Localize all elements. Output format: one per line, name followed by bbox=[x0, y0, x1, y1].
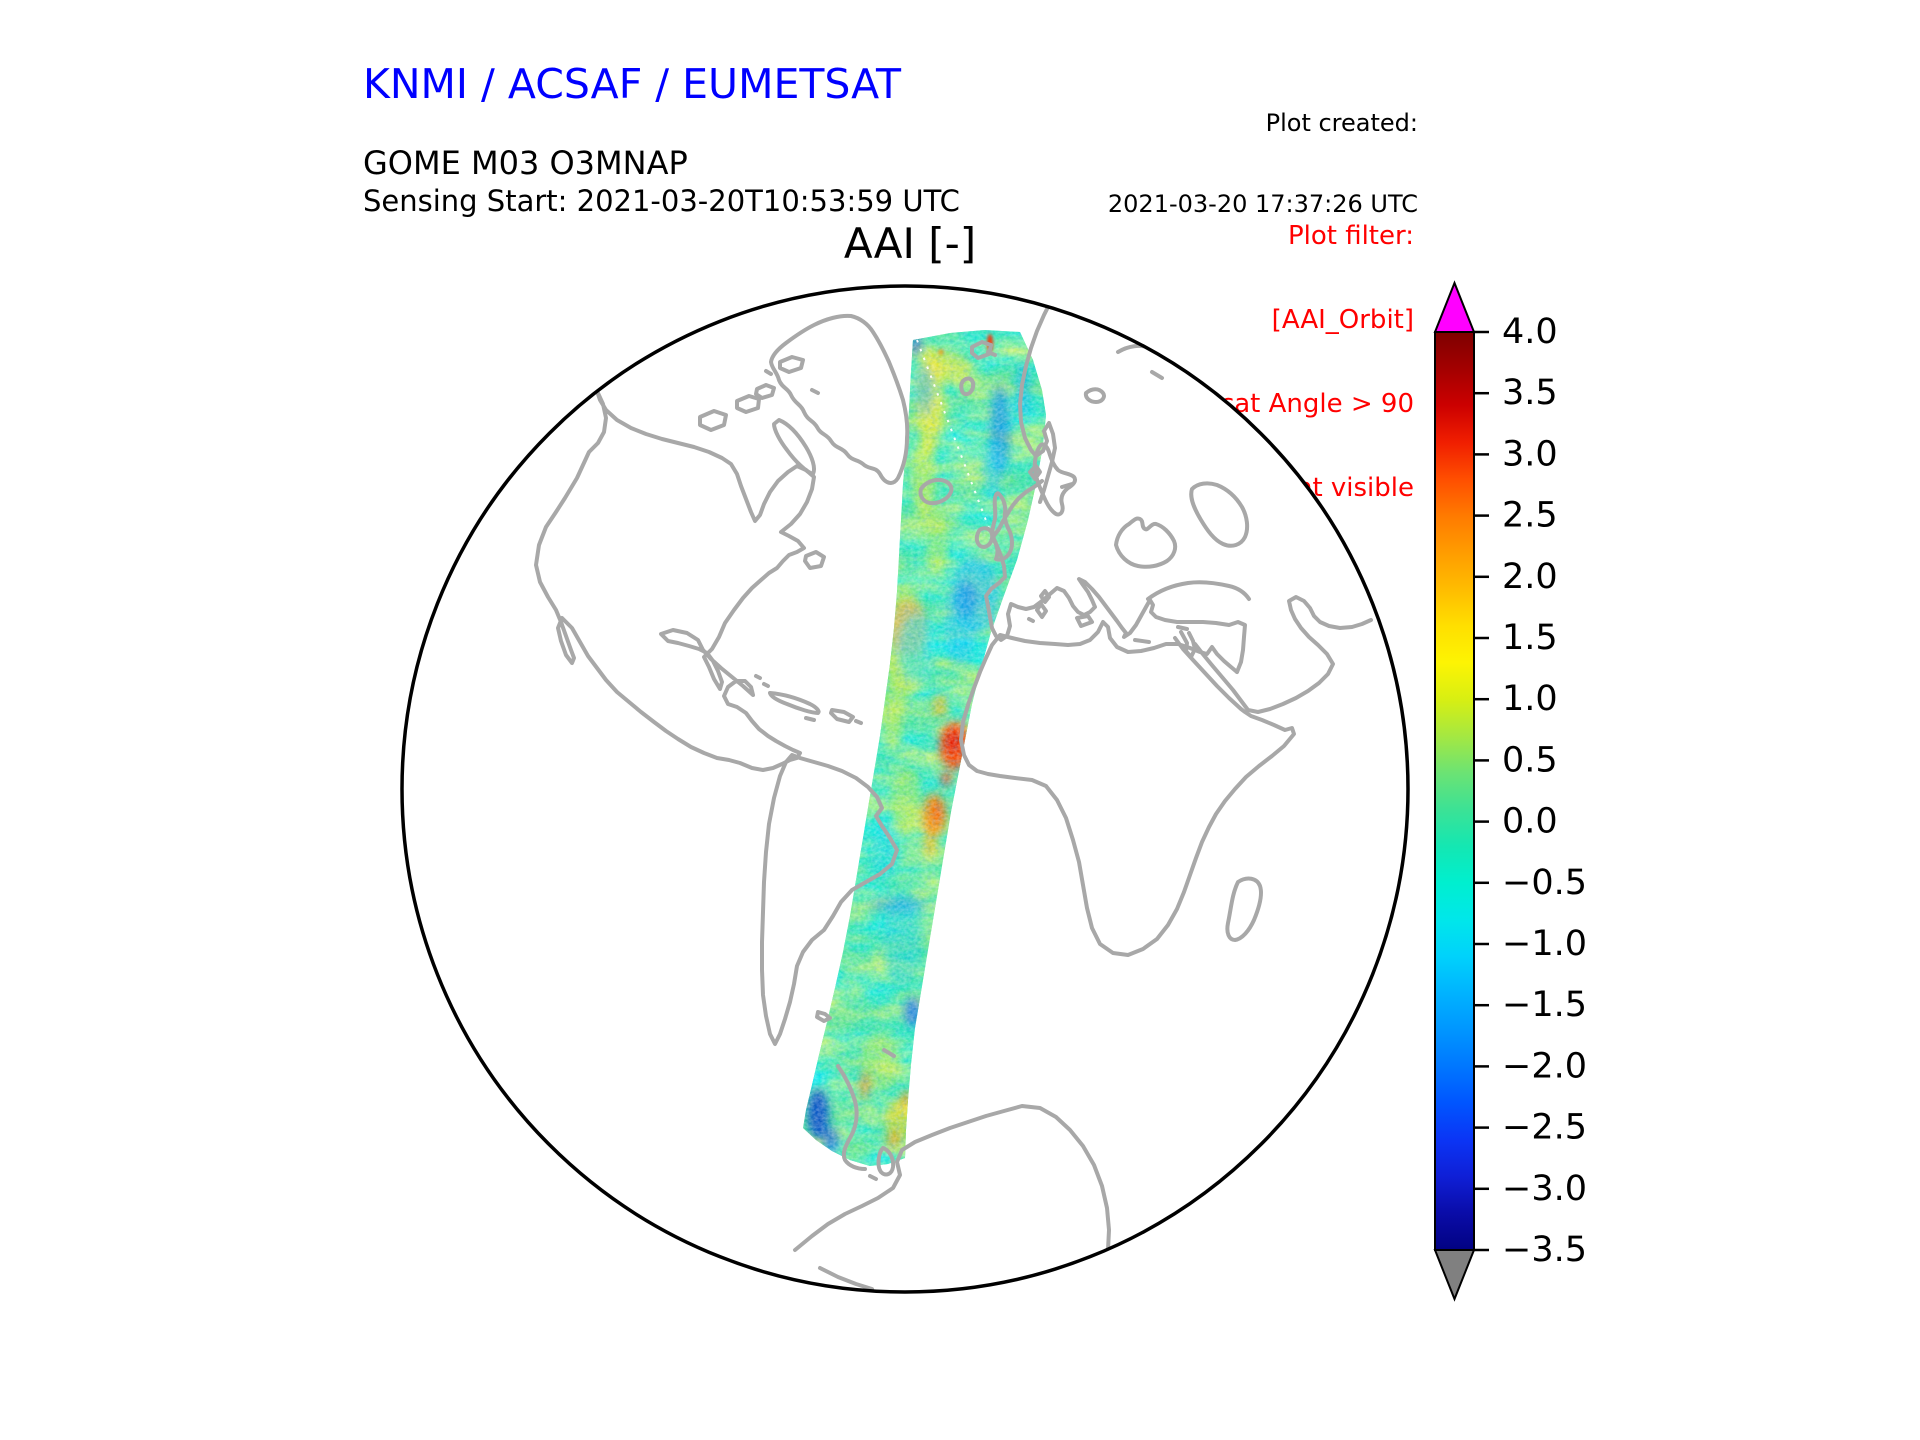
colorbar-tick-label: −1.5 bbox=[1502, 985, 1587, 1025]
colorbar-tick-label: 0.5 bbox=[1502, 740, 1558, 780]
colorbar-tick-label: 3.0 bbox=[1502, 434, 1558, 474]
coastline-greenland bbox=[769, 313, 910, 485]
coastline-ireland bbox=[974, 526, 995, 549]
coastline-svalbard bbox=[959, 340, 997, 397]
plot-created: Plot created: 2021-03-20 17:37:26 UTC bbox=[1108, 56, 1418, 272]
coastline-arabia bbox=[1193, 595, 1373, 714]
coastline-caribbean bbox=[754, 674, 863, 725]
coastline-arctic-islands bbox=[698, 355, 820, 476]
colorbar: 4.0 3.5 3.0 2.5 2.0 1.5 1.0 0.5 0.0 −0.5 −1.0 −1.5 −… bbox=[1433, 280, 1587, 1302]
coastline-caspian-sea bbox=[1189, 481, 1250, 548]
product-name: GOME M03 O3MNAP bbox=[363, 144, 688, 182]
colorbar-gradient-bar bbox=[1434, 331, 1475, 1251]
coastline-antarctica bbox=[793, 1104, 1111, 1291]
colorbar-tick-label: −1.0 bbox=[1502, 924, 1587, 964]
colorbar-tick-label: 0.0 bbox=[1502, 802, 1558, 842]
coastline-antarctic-peninsula bbox=[836, 1064, 896, 1181]
coastline-south-america bbox=[760, 753, 899, 1046]
colorbar-tick-label: −2.0 bbox=[1502, 1046, 1587, 1086]
colorbar-tick-label: 2.5 bbox=[1502, 496, 1558, 536]
plot-filter-line: [AAI_Orbit] bbox=[1271, 305, 1414, 335]
orbit-track-line bbox=[916, 339, 1001, 558]
plot-created-label: Plot created: bbox=[1265, 109, 1418, 137]
coastline-iceland bbox=[918, 477, 954, 506]
coastline-newfoundland bbox=[803, 550, 826, 570]
colorbar-tick-label: −3.5 bbox=[1502, 1230, 1587, 1270]
coastline-turkey-north bbox=[1146, 580, 1251, 601]
globe bbox=[400, 284, 1410, 1294]
sensing-start: Sensing Start: 2021-03-20T10:53:59 UTC bbox=[363, 184, 960, 218]
colorbar-tick-label: 2.0 bbox=[1502, 557, 1558, 597]
colorbar-tick-label: −2.5 bbox=[1502, 1108, 1587, 1148]
coastline-africa bbox=[959, 620, 1296, 957]
globe-outline bbox=[400, 284, 1410, 1294]
plot-created-datetime: 2021-03-20 17:37:26 UTC bbox=[1107, 190, 1418, 218]
page-title: KNMI / ACSAF / EUMETSAT bbox=[363, 60, 902, 108]
plot-filter-line: Plot filter: bbox=[1287, 221, 1414, 251]
colorbar-tick-label: 1.0 bbox=[1502, 679, 1558, 719]
coastline-med-islands bbox=[1027, 589, 1189, 644]
colorbar-tick-label: 4.0 bbox=[1502, 312, 1558, 352]
colorbar-under-arrow bbox=[1433, 1249, 1476, 1302]
colorbar-ticks: 4.0 3.5 3.0 2.5 2.0 1.5 1.0 0.5 0.0 −0.5 −1.0 −1.5 −… bbox=[1474, 312, 1587, 1270]
map-title: AAI [-] bbox=[843, 219, 977, 268]
coastlines bbox=[534, 299, 1373, 1291]
colorbar-tick-label: −0.5 bbox=[1502, 863, 1587, 903]
coastline-north-america bbox=[534, 389, 816, 772]
colorbar-tick-label: 3.5 bbox=[1502, 373, 1558, 413]
colorbar-tick-label: 1.5 bbox=[1502, 618, 1558, 658]
colorbar-over-arrow bbox=[1433, 280, 1476, 333]
coastline-madagascar bbox=[1225, 876, 1264, 942]
coastline-sinai bbox=[1179, 630, 1197, 659]
coastline-black-sea bbox=[1114, 516, 1178, 569]
colorbar-tick-label: −3.0 bbox=[1502, 1169, 1587, 1209]
